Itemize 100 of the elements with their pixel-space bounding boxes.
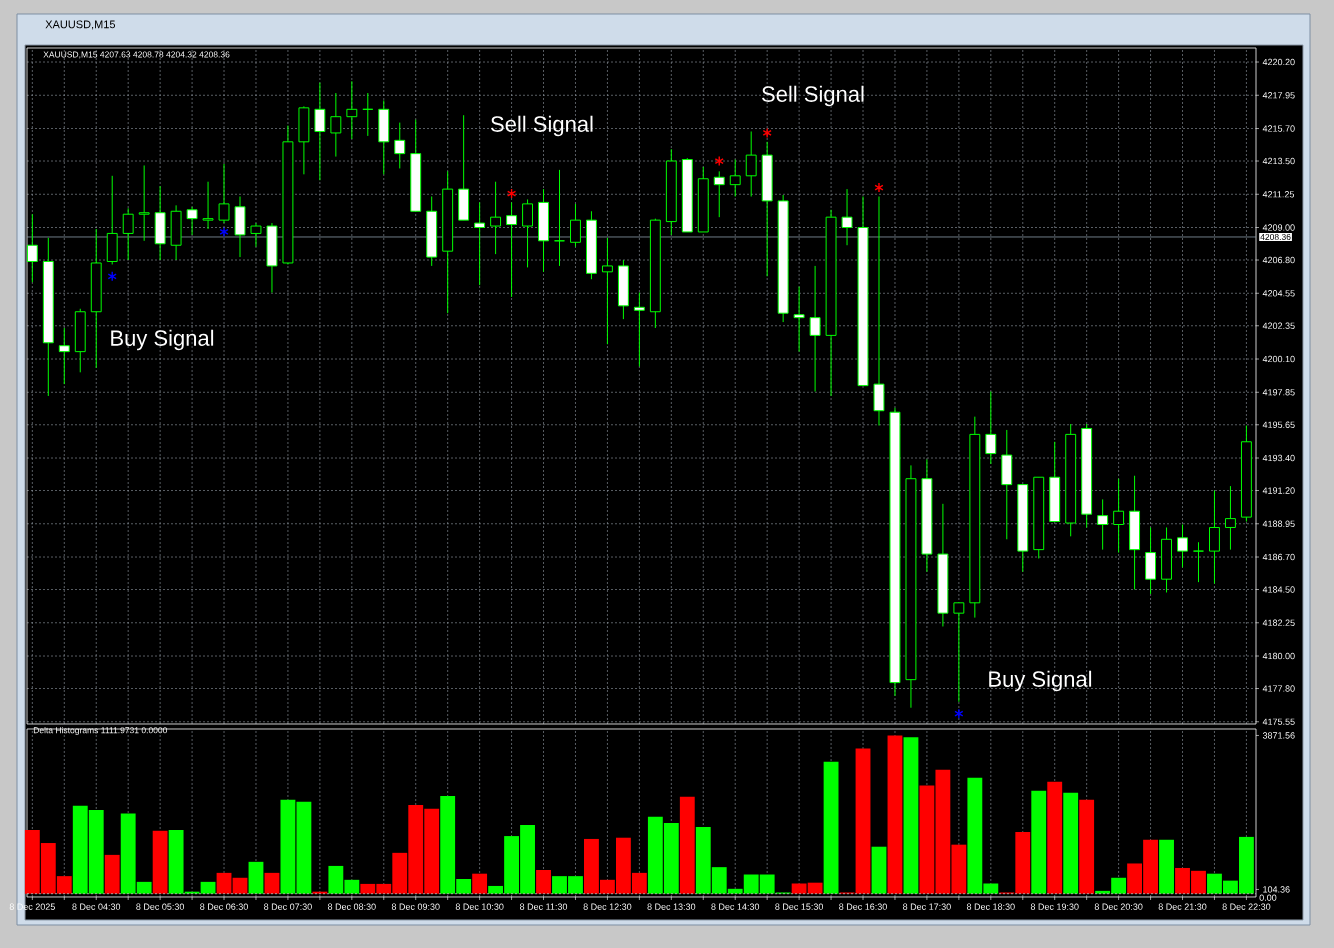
- bar: [472, 873, 488, 894]
- x-tick-label: 8 Dec 07:30: [264, 903, 312, 910]
- candlestick: [474, 201, 486, 286]
- annotation: Buy Signal: [111, 329, 214, 351]
- bar: [104, 854, 120, 894]
- y-tick-label: 104.36: [1263, 886, 1290, 893]
- point: [714, 155, 724, 167]
- candlestick: [202, 181, 214, 230]
- candlestick: [793, 286, 805, 353]
- bar: [679, 796, 695, 894]
- y-tick-label: 4188.95: [1262, 520, 1295, 527]
- y-tick-label: 4206.80: [1262, 256, 1295, 264]
- x-tick-label: 8 Dec 20:30: [1094, 903, 1143, 910]
- candlestick: [1193, 541, 1204, 583]
- y-tick-label: 4180.00: [1262, 652, 1295, 660]
- bar: [216, 872, 232, 894]
- y-tick-label: 4202.35: [1262, 322, 1295, 329]
- candlestick: [570, 203, 581, 248]
- candlestick: [554, 169, 565, 267]
- candlestick: [1209, 490, 1220, 585]
- y-tick-label: 4177.80: [1262, 685, 1295, 692]
- y-tick-label: 4191.20: [1262, 487, 1295, 494]
- y-tick-label: 3871.56: [1262, 732, 1295, 739]
- x-tick-label: 8 Dec 05:30: [136, 903, 185, 910]
- y-tick-label: 4215.70: [1262, 125, 1295, 132]
- chart-subtitle: XAUUSD,M15 4207.63 4208.78 4204.32 4208.36: [43, 51, 230, 59]
- candlestick: [330, 92, 342, 158]
- x-tick-label: 8 Dec 16:30: [839, 903, 887, 910]
- candlestick: [873, 195, 885, 427]
- x-tick-label: 8 Dec 15:30: [775, 903, 824, 910]
- x-tick-label: 8 Dec 17:30: [903, 903, 951, 910]
- bar: [248, 861, 264, 894]
- candlestick: [490, 181, 502, 255]
- chart-title: Delta Histograms 1111.9731 0.0000: [33, 727, 168, 735]
- candlestick: [1113, 478, 1125, 554]
- candlestick: [1097, 498, 1109, 551]
- y-tick-label: 4195.65: [1262, 421, 1295, 428]
- candlestick: [138, 164, 150, 242]
- annotation: Buy Signal: [989, 670, 1092, 692]
- x-tick-label: 8 Dec 08:30: [327, 903, 376, 910]
- bar: [855, 748, 871, 894]
- x-tick-label: 8 Dec 09:30: [391, 903, 440, 910]
- x-tick-label: 8 Dec 11:30: [519, 903, 568, 910]
- x-tick-label: 8 Dec 18:30: [966, 903, 1015, 910]
- candlestick: [218, 163, 230, 224]
- candlestick: [953, 602, 965, 703]
- candlestick: [346, 80, 358, 140]
- ref-line-label: 4208.36: [1260, 233, 1291, 240]
- ref-line-label: 0.00: [1259, 894, 1277, 901]
- candlestick: [729, 159, 741, 197]
- point: [874, 182, 884, 193]
- x-tick-label: 8 Dec 10:30: [455, 903, 504, 910]
- point: [107, 271, 117, 282]
- bar: [1079, 799, 1095, 894]
- y-tick-label: 4217.95: [1262, 92, 1295, 99]
- candlestick: [745, 130, 757, 197]
- y-tick-label: 4200.10: [1262, 355, 1295, 363]
- point: [954, 708, 964, 719]
- candlestick: [985, 391, 997, 465]
- x-tick-label: 8 Dec 06:30: [200, 903, 248, 910]
- y-tick-label: 4175.55: [1262, 718, 1295, 725]
- y-tick-label: 4197.85: [1262, 389, 1295, 396]
- bar: [1031, 790, 1047, 894]
- x-tick-label: 8 Dec 14:30: [711, 903, 760, 910]
- x-tick-label: 8 Dec 13:30: [647, 903, 696, 910]
- x-tick-label: 8 Dec 22:30: [1222, 903, 1271, 910]
- bar: [232, 877, 248, 894]
- x-tick-label: 8 Dec 04:30: [72, 903, 121, 910]
- y-tick-label: 4213.50: [1262, 157, 1295, 165]
- candlestick: [522, 198, 533, 268]
- point: [762, 127, 772, 139]
- bar: [871, 846, 887, 894]
- candlestick: [506, 201, 518, 298]
- y-tick-label: 4209.00: [1262, 224, 1295, 231]
- annotation: Sell Signal: [491, 115, 593, 137]
- candlestick: [601, 237, 613, 345]
- bar: [1047, 781, 1063, 894]
- y-tick-label: 4184.50: [1262, 586, 1295, 593]
- x-tick-label: 8 Dec 21:30: [1158, 903, 1207, 910]
- candlestick: [713, 170, 725, 218]
- candlestick: [362, 92, 374, 137]
- candlestick: [841, 188, 853, 246]
- bar: [1063, 792, 1079, 894]
- candlestick: [186, 206, 198, 236]
- y-tick-label: 4186.70: [1262, 553, 1295, 561]
- chart-title: XAUUSD,M15: [45, 20, 116, 30]
- candlestick: [633, 292, 645, 367]
- annotation: Sell Signal: [762, 85, 864, 107]
- point: [506, 188, 517, 199]
- x-tick-label: 8 Dec 12:30: [583, 903, 632, 910]
- candlestick: [122, 207, 134, 261]
- y-tick-label: 4182.25: [1262, 619, 1295, 626]
- y-tick-label: 4211.25: [1262, 191, 1295, 198]
- candlestick: [250, 222, 262, 248]
- candlestick: [809, 265, 821, 393]
- bar: [536, 870, 551, 894]
- candlestick: [58, 327, 70, 385]
- candlestick: [394, 122, 406, 169]
- y-tick-label: 4220.20: [1262, 58, 1295, 66]
- bar: [264, 872, 280, 894]
